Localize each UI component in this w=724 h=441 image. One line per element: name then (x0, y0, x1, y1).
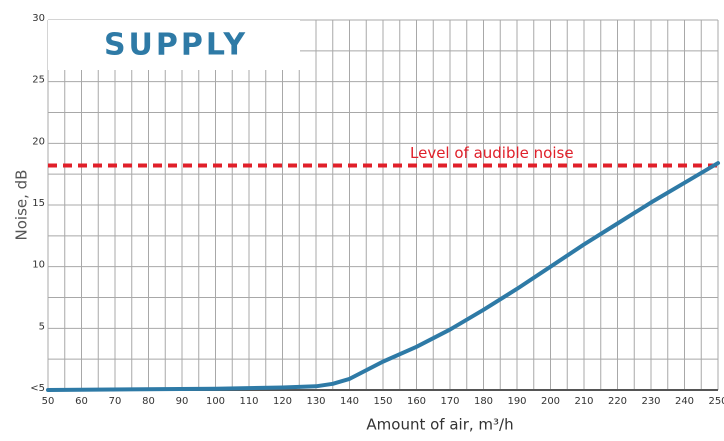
x-tick-label: 210 (574, 396, 593, 407)
x-tick-label: 120 (273, 396, 292, 407)
x-tick-label: 90 (176, 396, 189, 407)
y-tick-label: 10 (32, 260, 45, 271)
y-tick-label: 15 (32, 198, 45, 209)
x-tick-label: 50 (42, 396, 55, 407)
x-tick-label: 150 (373, 396, 392, 407)
x-tick-label: 230 (641, 396, 660, 407)
y-tick-label: 30 (32, 13, 45, 24)
chart-title: SUPPLY (104, 28, 248, 63)
x-tick-label: 130 (306, 396, 325, 407)
x-tick-label: 110 (239, 396, 258, 407)
y-tick-label: 5 (39, 321, 45, 332)
x-tick-label: 190 (507, 396, 526, 407)
x-tick-label: 140 (340, 396, 359, 407)
reference-label: Level of audible noise (410, 144, 574, 162)
y-tick-label: <5 (30, 383, 45, 394)
y-tick-label: 20 (32, 136, 45, 147)
title-box (48, 20, 300, 70)
x-tick-label: 70 (109, 396, 122, 407)
x-tick-label: 60 (75, 396, 88, 407)
x-tick-label: 200 (541, 396, 560, 407)
x-tick-label: 170 (440, 396, 459, 407)
y-tick-label: 25 (32, 75, 45, 86)
x-tick-label: 100 (206, 396, 225, 407)
data-line (46, 161, 720, 392)
x-tick-label: 80 (142, 396, 155, 407)
x-tick-label: 220 (608, 396, 627, 407)
x-tick-label: 250 (708, 396, 724, 407)
y-axis-label: Noise, dB (13, 170, 31, 241)
x-axis-label: Amount of air, m³/h (366, 416, 513, 434)
x-tick-label: 160 (407, 396, 426, 407)
x-tick-label: 240 (675, 396, 694, 407)
x-tick-label: 180 (474, 396, 493, 407)
